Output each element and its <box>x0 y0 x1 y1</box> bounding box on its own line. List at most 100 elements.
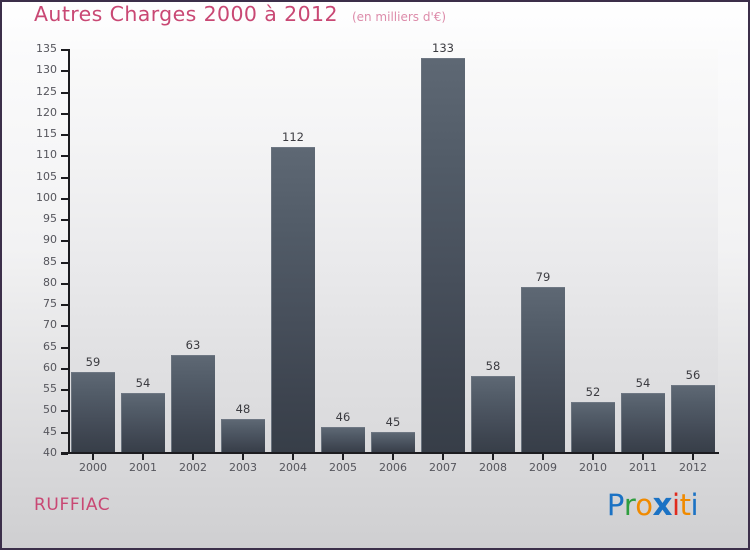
y-axis-tick: 115 <box>2 127 68 140</box>
bar-2011[interactable] <box>621 393 665 453</box>
y-axis-tick-label: 65 <box>43 339 57 353</box>
y-axis-tick: 50 <box>2 403 68 416</box>
y-axis-tick-mark <box>61 367 68 370</box>
commune-name: RUFFIAC <box>34 495 111 515</box>
x-axis-label-2007: 2007 <box>429 461 457 474</box>
bar-2004[interactable] <box>271 146 315 453</box>
x-axis-label-2004: 2004 <box>279 461 307 474</box>
y-axis-tick-mark <box>61 155 68 158</box>
y-axis-tick-mark <box>61 304 68 307</box>
x-axis-tick-mark <box>142 454 144 460</box>
x-axis-tick-mark <box>242 454 244 460</box>
chart-units-label: (en milliers d'€) <box>351 10 447 24</box>
chart-header: Autres Charges 2000 à 2012 (en milliers … <box>2 2 748 38</box>
bar-value-label: 133 <box>432 40 454 55</box>
y-axis-tick-mark <box>61 176 68 179</box>
y-axis-tick-label: 80 <box>43 275 57 289</box>
bar-value-label: 54 <box>135 376 151 391</box>
y-axis-tick-label: 125 <box>36 84 57 98</box>
y-axis-tick-mark <box>61 431 68 434</box>
y-axis-tick-label: 70 <box>43 318 57 332</box>
bar-2012[interactable] <box>671 384 715 453</box>
bar-2007[interactable] <box>421 57 465 453</box>
y-axis-tick: 120 <box>2 106 68 119</box>
logo-letter-2: o <box>635 488 653 522</box>
bar-2003[interactable] <box>221 418 265 453</box>
x-axis-label-2001: 2001 <box>129 461 157 474</box>
y-axis-tick-mark <box>61 240 68 243</box>
x-axis-label-2005: 2005 <box>329 461 357 474</box>
bar-value-label: 45 <box>385 414 401 429</box>
logo-letter-4: i <box>672 488 680 522</box>
x-axis-tick-mark <box>592 454 594 460</box>
y-axis-tick: 130 <box>2 63 68 76</box>
x-axis-tick-mark <box>92 454 94 460</box>
y-axis-tick: 55 <box>2 382 68 395</box>
x-axis-tick-mark <box>392 454 394 460</box>
page-title: Autres Charges 2000 à 2012 <box>34 2 338 26</box>
y-axis-tick-mark <box>61 282 68 285</box>
bar-2001[interactable] <box>121 393 165 453</box>
bar-value-label: 59 <box>85 355 101 370</box>
bar-2008[interactable] <box>471 376 515 453</box>
x-axis-tick-mark <box>442 454 444 460</box>
y-axis-tick: 100 <box>2 191 68 204</box>
y-axis-tick-label: 130 <box>36 63 57 77</box>
chart-footer: RUFFIAC Proxiti <box>2 480 748 548</box>
y-axis-tick-label: 95 <box>43 212 57 226</box>
y-axis-tick-label: 75 <box>43 297 57 311</box>
x-axis-label-2002: 2002 <box>179 461 207 474</box>
bar-value-label: 112 <box>282 129 304 144</box>
x-axis-label-2011: 2011 <box>629 461 657 474</box>
bar-2005[interactable] <box>321 427 365 453</box>
x-axis-label-2009: 2009 <box>529 461 557 474</box>
y-axis-tick: 135 <box>2 42 68 55</box>
y-axis-tick: 105 <box>2 170 68 183</box>
bar-value-label: 52 <box>585 384 601 399</box>
bar-value-label: 63 <box>185 338 201 353</box>
y-axis-tick: 40 <box>2 446 68 459</box>
bar-value-label: 48 <box>235 401 251 416</box>
y-axis-tick-mark <box>61 49 68 51</box>
y-axis-tick: 75 <box>2 297 68 310</box>
y-axis-tick-label: 45 <box>43 424 57 438</box>
plot-area-wrapper <box>68 49 718 453</box>
y-axis-tick-label: 40 <box>43 446 57 459</box>
y-axis-tick-mark <box>61 389 68 392</box>
bar-2006[interactable] <box>371 431 415 453</box>
bar-2010[interactable] <box>571 401 615 453</box>
x-axis-label-2003: 2003 <box>229 461 257 474</box>
x-axis-label-2006: 2006 <box>379 461 407 474</box>
bar-2000[interactable] <box>71 372 115 453</box>
y-axis-tick: 125 <box>2 85 68 98</box>
logo-letter-6: i <box>690 488 698 522</box>
logo-letter-5: t <box>679 488 691 522</box>
y-axis-tick-mark <box>61 112 68 115</box>
y-axis-tick-mark <box>61 410 68 413</box>
y-axis-tick: 70 <box>2 318 68 331</box>
y-axis-tick-mark <box>61 197 68 200</box>
x-axis-tick-mark <box>342 454 344 460</box>
y-axis-tick: 80 <box>2 276 68 289</box>
x-axis-tick-mark <box>492 454 494 460</box>
y-axis-tick-label: 110 <box>36 148 57 162</box>
bar-2009[interactable] <box>521 287 565 453</box>
x-axis-label-2010: 2010 <box>579 461 607 474</box>
proxiti-logo[interactable]: Proxiti <box>607 486 699 524</box>
bar-value-label: 56 <box>685 367 701 382</box>
y-axis-tick-label: 105 <box>36 169 57 183</box>
x-axis-tick-mark <box>542 454 544 460</box>
y-axis-tick-label: 60 <box>43 360 57 374</box>
x-axis-label-2000: 2000 <box>79 461 107 474</box>
y-axis-tick-mark <box>61 134 68 137</box>
bar-2002[interactable] <box>171 355 215 453</box>
y-axis-tick: 85 <box>2 255 68 268</box>
y-axis-tick: 110 <box>2 148 68 161</box>
x-axis-tick-mark <box>642 454 644 460</box>
y-axis-tick: 65 <box>2 340 68 353</box>
y-axis-tick-mark <box>61 91 68 94</box>
y-axis-tick: 90 <box>2 233 68 246</box>
x-axis-label-2012: 2012 <box>679 461 707 474</box>
y-axis-tick: 45 <box>2 425 68 438</box>
